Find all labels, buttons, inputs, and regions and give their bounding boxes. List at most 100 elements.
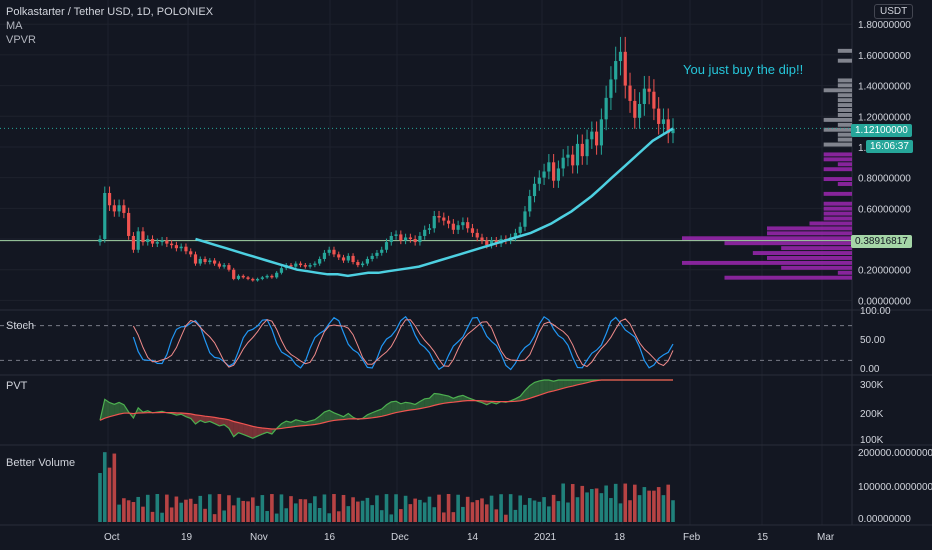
candle-body bbox=[361, 263, 365, 266]
volume-bar bbox=[566, 502, 570, 522]
candle-body bbox=[475, 232, 479, 238]
price-tick-label: 0.20000000 bbox=[858, 266, 911, 277]
volume-bar bbox=[270, 494, 274, 522]
pvt-fill bbox=[233, 421, 239, 437]
candle-body bbox=[532, 183, 537, 197]
pvt-fill bbox=[462, 395, 468, 401]
pvt-fill bbox=[434, 393, 440, 406]
price-tick-label: 1.40000000 bbox=[858, 82, 911, 93]
pvt-fill bbox=[544, 380, 549, 394]
candle-body bbox=[427, 228, 432, 230]
candle-body bbox=[255, 278, 260, 281]
candle-body bbox=[217, 263, 221, 267]
candle-body bbox=[575, 143, 580, 166]
pvt-fill bbox=[109, 402, 115, 417]
candle-body bbox=[136, 231, 140, 250]
volume-bar bbox=[227, 495, 231, 522]
candle-body bbox=[647, 88, 651, 92]
pvt-fill bbox=[252, 426, 258, 439]
volume-bar bbox=[604, 485, 608, 522]
currency-button[interactable]: USDT bbox=[874, 4, 914, 19]
volume-bar bbox=[351, 497, 355, 522]
volume-bar bbox=[623, 483, 628, 522]
volume-bar bbox=[403, 495, 408, 522]
candle-body bbox=[547, 162, 551, 172]
candle-body bbox=[518, 226, 522, 233]
vpvr-bar bbox=[682, 260, 852, 265]
candle-body bbox=[313, 263, 317, 266]
pvt-fill bbox=[205, 416, 210, 423]
volume-bar bbox=[633, 484, 637, 522]
volume-bar bbox=[150, 511, 155, 522]
candle-body bbox=[637, 103, 642, 118]
indicator-ma-label[interactable]: MA bbox=[6, 20, 23, 32]
candle-body bbox=[394, 234, 398, 236]
vpvr-bar bbox=[837, 137, 852, 142]
candle-body bbox=[222, 265, 226, 267]
chart-title: Polkastarter / Tether USD, 1D, POLONIEX bbox=[6, 6, 214, 18]
volume-bar bbox=[499, 494, 503, 522]
candle-body bbox=[337, 254, 341, 258]
candle-body bbox=[561, 157, 565, 169]
time-tick: Feb bbox=[683, 532, 701, 543]
candle-body bbox=[117, 205, 121, 212]
vpvr-bar bbox=[823, 206, 852, 211]
candle-body bbox=[446, 220, 451, 224]
volume-tick: 0.00000000 bbox=[858, 514, 911, 525]
vpvr-bar bbox=[781, 265, 852, 270]
time-tick: 15 bbox=[757, 532, 769, 543]
candle-body bbox=[341, 257, 346, 261]
candle-body bbox=[103, 192, 107, 240]
candle-body bbox=[275, 272, 279, 278]
volume-tick: 100000.00000000 bbox=[858, 482, 932, 493]
volume-bar bbox=[523, 504, 527, 522]
candle-body bbox=[614, 61, 618, 80]
pvt-fill bbox=[195, 414, 201, 424]
volume-bar bbox=[661, 495, 666, 522]
volume-bar bbox=[332, 494, 336, 522]
vpvr-bar bbox=[837, 270, 852, 275]
volume-bar bbox=[427, 496, 432, 522]
candle-body bbox=[246, 277, 250, 279]
time-tick: Nov bbox=[250, 532, 268, 543]
pvt-fill bbox=[114, 402, 120, 416]
vpvr-bar bbox=[837, 182, 852, 186]
candle-body bbox=[585, 139, 589, 157]
volume-bar bbox=[575, 497, 580, 522]
candle-body bbox=[346, 255, 350, 261]
candle-body bbox=[633, 100, 637, 118]
volume-bar bbox=[308, 503, 312, 522]
pvt-fill bbox=[367, 412, 373, 419]
volume-bar bbox=[184, 499, 188, 522]
volume-bar bbox=[489, 495, 494, 522]
candle-body bbox=[298, 263, 303, 266]
vpvr-bar bbox=[837, 162, 852, 167]
pvt-fill bbox=[429, 393, 435, 407]
volume-pane-label[interactable]: Better Volume bbox=[6, 457, 76, 469]
volume-bar bbox=[155, 494, 160, 522]
vpvr-bar bbox=[837, 48, 852, 53]
candle-body bbox=[480, 237, 484, 241]
candle-body bbox=[193, 254, 198, 264]
candle-body bbox=[451, 223, 455, 230]
candle-body bbox=[456, 225, 460, 230]
candle-body bbox=[155, 242, 159, 244]
volume-bar bbox=[389, 514, 394, 522]
volume-bar bbox=[298, 499, 303, 522]
volume-bar bbox=[336, 511, 341, 522]
stoch-pane-label[interactable]: Stoch bbox=[6, 320, 35, 332]
volume-bar bbox=[122, 498, 126, 522]
vpvr-bar bbox=[823, 152, 852, 157]
candle-body bbox=[485, 240, 489, 246]
countdown-tag: 16:06:37 bbox=[866, 140, 913, 153]
candle-body bbox=[461, 222, 465, 226]
pvt-pane-label[interactable]: PVT bbox=[6, 380, 28, 392]
indicator-vpvr-label[interactable]: VPVR bbox=[6, 34, 36, 46]
candle-body bbox=[189, 251, 193, 255]
volume-bar bbox=[284, 508, 289, 522]
volume-bar bbox=[145, 494, 150, 522]
pvt-fill bbox=[529, 382, 535, 399]
candle-body bbox=[112, 205, 116, 212]
vpvr-bar bbox=[823, 216, 852, 221]
